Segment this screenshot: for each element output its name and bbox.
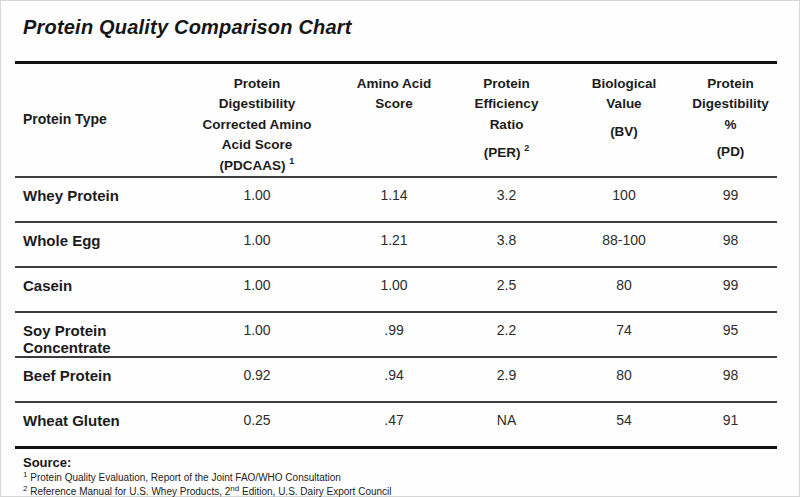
table-row: Beef Protein0.92.942.98098	[15, 357, 777, 402]
value-pdcaas: 1.00	[175, 267, 339, 312]
column-header-abbreviation: (PER) 2	[449, 142, 564, 163]
value-amino: 1.14	[339, 177, 449, 222]
source-footnote: 1 Protein Quality Evaluation, Report of …	[23, 470, 775, 484]
protein-comparison-table: Protein Type Protein Digestibility Correc…	[15, 61, 777, 449]
column-header-abbreviation: (PDCAAS) 1	[175, 155, 339, 176]
value-pd: 98	[684, 357, 777, 402]
table-row: Soy Protein Concentrate1.00.992.27495	[15, 312, 777, 358]
footnote-reference: 1	[289, 156, 294, 166]
value-bv: 100	[564, 177, 684, 222]
column-header-abbreviation: (PD)	[684, 142, 777, 162]
footnote-reference: 2	[524, 143, 529, 153]
value-bv: 88-100	[564, 222, 684, 267]
table-row: Whole Egg1.001.213.888-10098	[15, 222, 777, 267]
value-pdcaas: 1.00	[175, 222, 339, 267]
page: Protein Quality Comparison Chart Protein…	[0, 0, 800, 497]
value-pdcaas: 1.00	[175, 312, 339, 358]
value-pd: 99	[684, 267, 777, 312]
footnote-marker: 2	[23, 484, 27, 493]
protein-name: Beef Protein	[15, 357, 175, 402]
value-bv: 80	[564, 267, 684, 312]
protein-name: Wheat Gluten	[15, 402, 175, 447]
footnote-marker: 1	[23, 470, 27, 479]
column-header-label: Protein Digestibility Corrected Amino Ac…	[194, 74, 320, 155]
value-per: 2.9	[449, 357, 564, 402]
value-pd: 99	[684, 177, 777, 222]
column-header-per: Protein Efficiency Ratio (PER) 2	[449, 63, 564, 177]
table-row: Wheat Gluten0.25.47NA5491	[15, 402, 777, 447]
value-per: 3.8	[449, 222, 564, 267]
value-bv: 74	[564, 312, 684, 358]
value-per: 2.2	[449, 312, 564, 358]
protein-name: Casein	[15, 267, 175, 312]
protein-name: Whey Protein	[15, 177, 175, 222]
source-heading: Source:	[23, 455, 775, 470]
value-bv: 80	[564, 357, 684, 402]
column-header-label: Amino Acid Score	[348, 74, 440, 115]
value-per: 2.5	[449, 267, 564, 312]
table-row: Whey Protein1.001.143.210099	[15, 177, 777, 222]
protein-name: Whole Egg	[15, 222, 175, 267]
value-amino: .99	[339, 312, 449, 358]
table-row: Casein1.001.002.58099	[15, 267, 777, 312]
value-per: 3.2	[449, 177, 564, 222]
column-header-protein: Protein Type	[15, 63, 175, 177]
source-section: Source: 1 Protein Quality Evaluation, Re…	[15, 455, 775, 497]
value-pdcaas: 1.00	[175, 177, 339, 222]
source-footnotes: 1 Protein Quality Evaluation, Report of …	[23, 470, 775, 497]
value-amino: .94	[339, 357, 449, 402]
column-header-pdcaas: Protein Digestibility Corrected Amino Ac…	[175, 63, 339, 177]
column-header-label: Biological Value	[574, 74, 674, 115]
source-footnote: 2 Reference Manual for U.S. Whey Product…	[23, 484, 775, 497]
value-per: NA	[449, 402, 564, 447]
value-pd: 95	[684, 312, 777, 358]
value-bv: 54	[564, 402, 684, 447]
table-header: Protein Type Protein Digestibility Correc…	[15, 63, 777, 177]
header-row: Protein Type Protein Digestibility Correc…	[15, 63, 777, 177]
table-body: Whey Protein1.001.143.210099Whole Egg1.0…	[15, 177, 777, 448]
column-header-label: Protein Digestibility %	[686, 74, 776, 135]
value-pdcaas: 0.92	[175, 357, 339, 402]
column-header-label: Protein Type	[23, 109, 175, 130]
value-pd: 98	[684, 222, 777, 267]
value-pdcaas: 0.25	[175, 402, 339, 447]
column-header-bv: Biological Value (BV)	[564, 63, 684, 177]
value-amino: 1.21	[339, 222, 449, 267]
value-amino: .47	[339, 402, 449, 447]
column-header-label: Protein Efficiency Ratio	[461, 74, 553, 135]
column-header-amino: Amino Acid Score	[339, 63, 449, 177]
column-header-pd: Protein Digestibility % (PD)	[684, 63, 777, 177]
column-header-abbreviation: (BV)	[564, 122, 684, 142]
protein-name: Soy Protein Concentrate	[15, 312, 175, 358]
ordinal-superscript: nd	[230, 484, 239, 493]
page-title: Protein Quality Comparison Chart	[23, 16, 775, 39]
value-pd: 91	[684, 402, 777, 447]
value-amino: 1.00	[339, 267, 449, 312]
